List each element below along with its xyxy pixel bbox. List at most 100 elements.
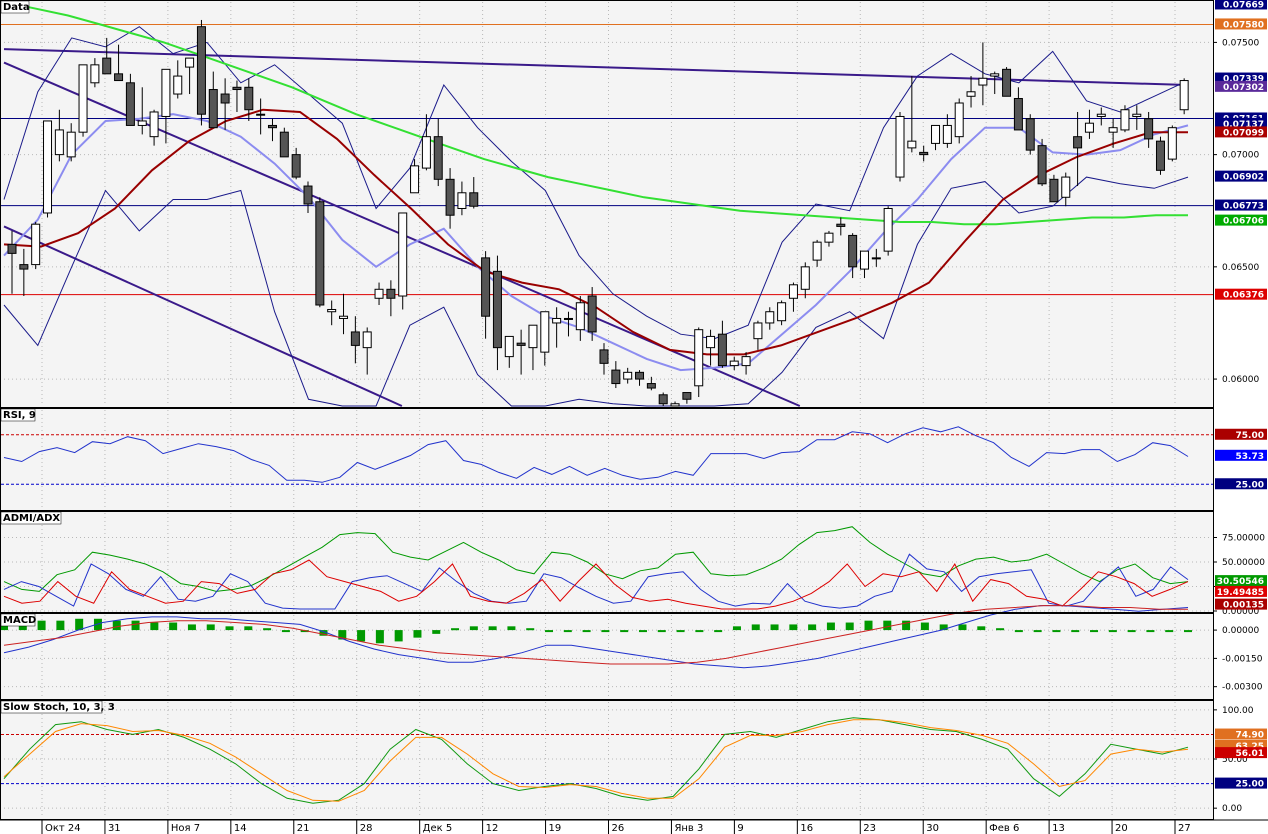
date-label: 12 <box>486 823 499 834</box>
plus-di-line <box>3 553 1189 610</box>
candle-body <box>587 295 597 333</box>
stoch-tick-label: 0.00 <box>1222 804 1242 814</box>
macd-histogram-bar <box>676 630 685 633</box>
adx-line <box>3 526 1189 592</box>
candle-body <box>339 315 349 319</box>
date-label: 26 <box>612 823 625 834</box>
candle-body <box>919 151 929 156</box>
candle-body <box>516 342 526 346</box>
candle-body <box>1002 68 1012 97</box>
candle-body <box>611 369 621 385</box>
candle-body <box>871 257 881 260</box>
candle-body <box>1108 127 1118 133</box>
macd-histogram-bar <box>695 630 704 633</box>
candle-body <box>315 201 325 306</box>
date-label: Окт 24 <box>45 823 81 834</box>
candle-body <box>149 111 159 138</box>
candle-body <box>931 124 941 144</box>
candle-body <box>208 89 218 129</box>
candle-body <box>990 73 1000 77</box>
price-pane <box>1 1 1213 407</box>
date-label: 21 <box>297 823 310 834</box>
macd-histogram-bar <box>244 626 253 631</box>
macd-histogram-bar <box>864 620 873 631</box>
macd-histogram-bar <box>0 622 8 631</box>
candle-body <box>114 73 124 82</box>
macd-histogram-bar <box>18 622 27 631</box>
macd-histogram-bar <box>638 630 647 633</box>
candle-body <box>185 57 195 68</box>
macd-histogram-bar <box>883 620 892 631</box>
price-tick-label: 0.06500 <box>1222 263 1259 273</box>
date-label: Ноя 7 <box>171 823 200 834</box>
macd-histogram-bar <box>488 626 497 631</box>
macd-histogram-bar <box>225 626 234 631</box>
rsi-value-tag-label: 75.00 <box>1236 431 1264 441</box>
price-value-tag-label: 0.07339 <box>1223 75 1264 85</box>
candle-body <box>670 403 680 407</box>
candle-body <box>729 360 739 367</box>
candle-body <box>741 356 751 367</box>
macd-histogram-bar <box>375 630 384 644</box>
candle-body <box>765 311 775 324</box>
rsi-line <box>3 426 1189 483</box>
admi-pane-title: ADMI/ADX <box>3 513 60 524</box>
date-label: 30 <box>926 823 939 834</box>
price-value-tag-label: 0.06376 <box>1223 291 1264 301</box>
price-value-tag <box>1215 126 1267 138</box>
admi-value-tag-label: 30.50546 <box>1217 577 1264 587</box>
rsi-pane-title: RSI, 9 <box>3 410 36 421</box>
macd-histogram-bar <box>469 626 478 631</box>
candle-body <box>812 241 822 261</box>
candle-body <box>800 266 810 290</box>
date-label: 20 <box>1115 823 1128 834</box>
candle-body <box>362 331 372 349</box>
macd-histogram-bar <box>751 624 760 631</box>
macd-histogram-bar <box>845 622 854 631</box>
macd-histogram-bar <box>1033 630 1042 633</box>
candle-body <box>658 394 668 405</box>
price-value-tag-label: 0.07099 <box>1223 128 1264 138</box>
macd-histogram-bar <box>732 626 741 631</box>
candle-body <box>623 371 633 380</box>
candle-body <box>220 93 230 104</box>
stoch-value-tag-label: 56.01 <box>1236 749 1264 759</box>
macd-histogram-bar <box>56 620 65 631</box>
candle-body <box>694 329 704 387</box>
price-pane-title: Data <box>3 2 30 13</box>
candle-body <box>19 264 29 270</box>
macd-histogram-bar <box>357 630 366 642</box>
candle-body <box>1167 127 1177 160</box>
date-label: 28 <box>360 823 373 834</box>
macd-histogram-bar <box>507 626 516 631</box>
admi-value-tag-label: 19.49485 <box>1217 588 1264 598</box>
candle-body <box>1155 140 1165 171</box>
candle-body <box>1073 136 1083 149</box>
macd-histogram-bar <box>545 630 554 633</box>
candle-body <box>599 349 609 364</box>
stoch-value-tag <box>1215 728 1267 740</box>
rsi-pane-bg <box>1 409 1213 510</box>
macd-histogram-bar <box>263 628 272 631</box>
candle-body <box>1132 113 1142 117</box>
price-value-tag-label: 0.06902 <box>1223 173 1264 183</box>
price-value-tag-label: 0.07669 <box>1223 0 1264 10</box>
date-label: Янв 3 <box>674 823 703 834</box>
macd-value-tag <box>1215 598 1267 610</box>
stoch-tick-label: 50.00 <box>1222 755 1248 765</box>
candle-body <box>1013 98 1023 131</box>
macd-histogram-bar <box>808 624 817 631</box>
rsi-value-tag-label: 25.00 <box>1236 480 1264 490</box>
price-value-tag-label: 0.07580 <box>1223 20 1264 30</box>
macd-histogram-bar <box>281 630 290 633</box>
stoch-k-line <box>3 717 1189 804</box>
candle-body <box>327 308 337 313</box>
macd-histogram-bar <box>394 630 403 642</box>
minus-di-line <box>3 559 1189 610</box>
macd-histogram-bar <box>770 624 779 631</box>
candle-body <box>824 232 834 243</box>
candle-body <box>433 136 443 180</box>
candle-body <box>1144 118 1154 140</box>
macd-histogram-bar <box>620 630 629 633</box>
stoch-pane <box>1 701 1213 819</box>
